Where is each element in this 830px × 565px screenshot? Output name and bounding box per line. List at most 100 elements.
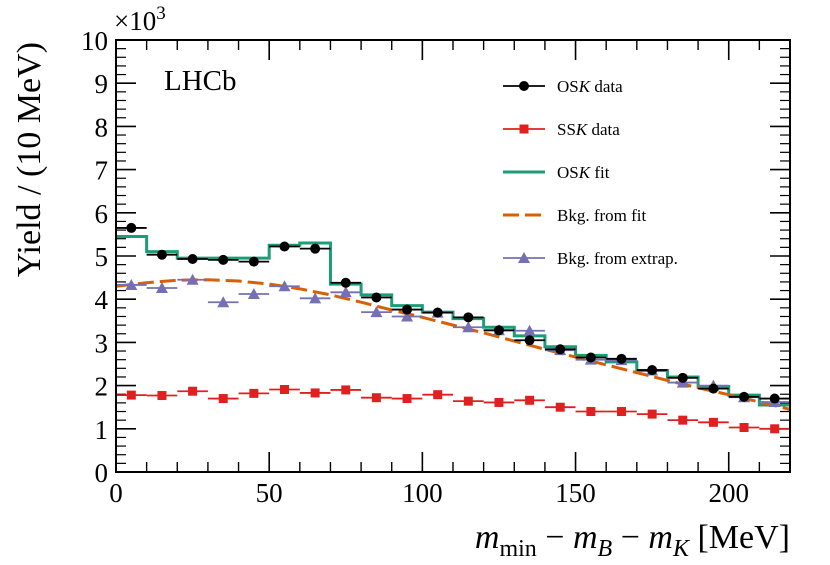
data-point-circle — [677, 372, 688, 383]
series-ssk-data — [116, 384, 790, 434]
data-point-triangle — [401, 310, 414, 322]
x-tick-label: 50 — [256, 478, 283, 508]
y-multiplier-exponent: 3 — [156, 3, 166, 24]
y-tick-label: 7 — [95, 156, 109, 186]
data-point-square — [157, 391, 167, 401]
data-point-circle — [463, 312, 474, 323]
y-tick-label: 10 — [81, 26, 108, 56]
data-point-square — [310, 388, 320, 398]
legend-label-italic: K — [578, 163, 592, 182]
legend-label: OSK fit — [557, 163, 610, 182]
legend-entry: Bkg. from extrap. — [503, 249, 678, 268]
data-point-circle — [432, 307, 443, 318]
data-point-square — [249, 388, 259, 398]
data-point-square — [678, 415, 688, 425]
x-axis-title-m: m — [648, 519, 673, 556]
data-point-circle — [493, 325, 504, 336]
data-point-circle — [555, 344, 566, 355]
data-point-square — [739, 423, 749, 433]
y-tick-label: 5 — [95, 242, 109, 272]
legend-label: OSK data — [557, 77, 623, 96]
plot-frame — [115, 39, 791, 473]
data-point-circle — [402, 304, 413, 315]
data-point-square — [188, 386, 198, 396]
data-point-circle — [616, 353, 627, 364]
data-point-circle — [708, 383, 719, 394]
x-axis-title-sub-min: min — [499, 536, 536, 562]
y-tick-label: 2 — [95, 372, 109, 402]
data-point-square — [126, 390, 136, 400]
data-point-square — [647, 409, 657, 419]
y-tick-label: 9 — [95, 69, 109, 99]
legend-entry: SSK data — [503, 120, 620, 139]
series-osk-data — [116, 222, 790, 404]
data-point-triangle — [523, 324, 536, 336]
data-point-square — [708, 417, 718, 427]
legend-label-text: OS — [557, 163, 579, 182]
data-point-square — [494, 397, 504, 407]
y-tick-label: 4 — [95, 285, 109, 315]
x-axis-title-minus: − — [612, 519, 648, 556]
legend-label-text: data — [590, 77, 623, 96]
data-point-triangle — [155, 281, 168, 293]
x-axis-title-minus: − — [537, 519, 573, 556]
y-axis-title: Yield / (10 MeV) — [11, 42, 48, 277]
data-point-square — [617, 407, 626, 417]
data-point-triangle — [370, 306, 383, 318]
y-tick-label: 8 — [95, 112, 109, 142]
data-point-triangle — [462, 321, 475, 333]
legend-label: SSK data — [557, 120, 620, 139]
legend-label-text: Bkg. from extrap. — [557, 249, 678, 268]
data-point-circle — [156, 249, 167, 260]
axis-ticks — [115, 39, 790, 473]
data-point-triangle — [125, 278, 138, 290]
legend-label-text: OS — [557, 77, 579, 96]
legend-label: Bkg. from extrap. — [557, 249, 678, 268]
x-axis-title-m: m — [475, 519, 500, 556]
legend-label-text: data — [587, 120, 620, 139]
x-tick-label: 150 — [555, 478, 596, 508]
legend-label-text: Bkg. from fit — [557, 206, 647, 225]
legend-label-text: SS — [557, 120, 576, 139]
y-tick-label: 6 — [95, 199, 109, 229]
data-point-triangle — [186, 273, 199, 285]
data-point-circle — [218, 254, 229, 265]
data-point-square — [519, 124, 529, 134]
x-axis-title-m: m — [573, 519, 598, 556]
data-point-circle — [310, 243, 321, 254]
x-tick-label: 0 — [109, 478, 123, 508]
x-tick-label: 100 — [402, 478, 443, 508]
x-axis-title-sub-k: K — [672, 536, 691, 562]
data-point-circle — [371, 292, 382, 303]
y-tick-label: 1 — [95, 415, 109, 445]
data-point-square — [341, 385, 351, 395]
data-point-circle — [739, 391, 750, 402]
legend-label-italic: K — [575, 120, 589, 139]
x-axis-title-unit: [MeV] — [689, 519, 790, 556]
series-bkg-fit-curve — [115, 278, 791, 411]
data-point-triangle — [217, 296, 230, 308]
data-point-triangle — [247, 288, 260, 300]
legend-label-italic: K — [578, 77, 592, 96]
y-tick-label: 3 — [95, 328, 109, 358]
data-point-square — [218, 394, 228, 404]
data-point-square — [586, 407, 596, 417]
data-point-circle — [647, 365, 658, 376]
x-tick-label: 200 — [708, 478, 749, 508]
lhcb-label: LHCb — [164, 65, 237, 97]
data-point-circle — [126, 222, 137, 233]
data-point-circle — [187, 254, 198, 265]
data-point-circle — [279, 241, 290, 252]
data-point-circle — [524, 335, 535, 346]
x-axis-title: mmin − mB − mK [MeV] — [475, 519, 790, 562]
legend-label: Bkg. from fit — [557, 206, 647, 225]
data-point-square — [402, 394, 412, 404]
data-point-square — [371, 393, 381, 403]
data-point-triangle — [309, 292, 322, 304]
data-point-circle — [769, 393, 780, 404]
data-point-square — [555, 402, 565, 412]
data-point-triangle — [518, 252, 530, 263]
legend-entry: OSK fit — [503, 163, 610, 182]
